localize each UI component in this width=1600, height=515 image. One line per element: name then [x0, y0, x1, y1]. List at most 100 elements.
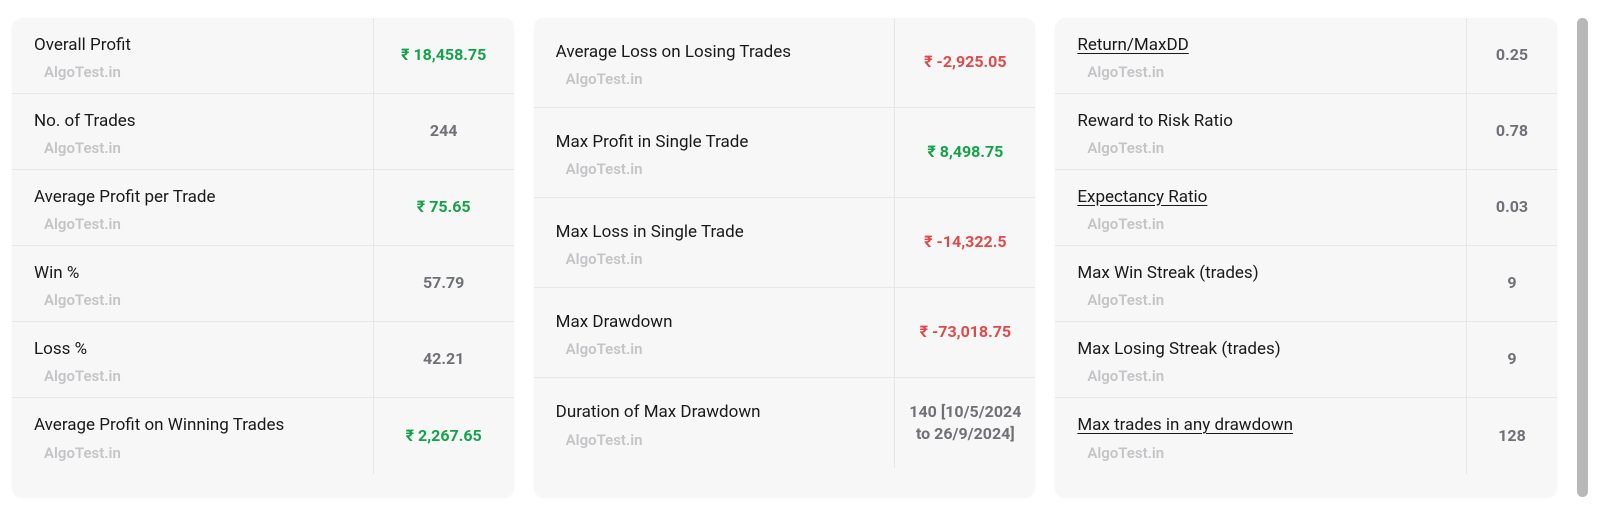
label-cell: Max Losing Streak (trades) AlgoTest.in: [1055, 322, 1467, 397]
metric-label[interactable]: Max trades in any drawdown: [1077, 414, 1444, 438]
metric-value: 0.25: [1496, 44, 1528, 66]
watermark-text: AlgoTest.in: [34, 367, 351, 385]
stat-row: Max Drawdown AlgoTest.in ₹ -73,018.75: [534, 288, 1036, 378]
metric-label: Win %: [34, 262, 351, 286]
metric-label[interactable]: Expectancy Ratio: [1077, 186, 1444, 210]
stat-row: Return/MaxDD AlgoTest.in 0.25: [1055, 18, 1557, 94]
metric-label: Max Profit in Single Trade: [556, 131, 873, 155]
metric-value: 9: [1507, 348, 1516, 370]
value-cell: 9: [1467, 246, 1557, 321]
label-cell: Max Loss in Single TradeAlgoTest.in: [534, 198, 896, 287]
value-cell: ₹ 18,458.75: [374, 18, 514, 93]
metric-label: Average Profit on Winning Trades: [34, 414, 351, 438]
metric-label: Average Loss on Losing Trades: [556, 41, 873, 65]
watermark-text: AlgoTest.in: [1077, 215, 1444, 233]
metric-label: Max Losing Streak (trades): [1077, 338, 1444, 362]
label-cell: Duration of Max Drawdown AlgoTest.in: [534, 378, 896, 468]
value-cell: ₹ -73,018.75: [895, 288, 1035, 377]
stat-row: Loss % AlgoTest.in 42.21: [12, 322, 514, 398]
metric-value: 140 [10/5/2024 to 26/9/2024]: [905, 401, 1025, 446]
metric-label: Average Profit per Trade: [34, 186, 351, 210]
label-cell: Expectancy Ratio AlgoTest.in: [1055, 170, 1467, 245]
label-cell: Overall Profit AlgoTest.in: [12, 18, 374, 93]
value-cell: 0.78: [1467, 94, 1557, 169]
metric-value: 0.78: [1496, 120, 1528, 142]
metric-label: Max Drawdown: [556, 311, 873, 335]
watermark-text: AlgoTest.in: [34, 63, 351, 81]
value-cell: 140 [10/5/2024 to 26/9/2024]: [895, 378, 1035, 468]
value-cell: 0.25: [1467, 18, 1557, 93]
watermark-text: AlgoTest.in: [1077, 444, 1444, 462]
scrollbar[interactable]: [1577, 18, 1588, 497]
value-cell: 9: [1467, 322, 1557, 397]
metric-label: Loss %: [34, 338, 351, 362]
label-cell: Average Profit per TradeAlgoTest.in: [12, 170, 374, 245]
stat-row: Average Loss on Losing Trades AlgoTest.in…: [534, 18, 1036, 108]
watermark-text: AlgoTest.in: [556, 160, 873, 178]
metric-label: No. of Trades: [34, 110, 351, 134]
label-cell: Max Profit in Single Trade AlgoTest.in: [534, 108, 896, 197]
watermark-text: AlgoTest.in: [1077, 63, 1444, 81]
stat-row: Max Losing Streak (trades) AlgoTest.in 9: [1055, 322, 1557, 398]
metric-value: ₹ -2,925.05: [924, 51, 1006, 73]
metric-label: Overall Profit: [34, 34, 351, 58]
watermark-text: AlgoTest.in: [34, 444, 351, 462]
watermark-text: AlgoTest.in: [556, 250, 873, 268]
value-cell: 57.79: [374, 246, 514, 321]
metric-value: ₹ 75.65: [417, 196, 471, 218]
metric-value: 244: [430, 120, 458, 142]
value-cell: ₹ 75.65: [374, 170, 514, 245]
label-cell: No. of Trades AlgoTest.in: [12, 94, 374, 169]
label-cell: Reward to Risk RatioAlgoTest.in: [1055, 94, 1467, 169]
stat-row: Average Profit per TradeAlgoTest.in ₹ 75.…: [12, 170, 514, 246]
metric-value: ₹ 8,498.75: [927, 141, 1003, 163]
stat-row: Max trades in any drawdown AlgoTest.in 128: [1055, 398, 1557, 474]
stat-row: Expectancy Ratio AlgoTest.in 0.03: [1055, 170, 1557, 246]
label-cell: Max Drawdown AlgoTest.in: [534, 288, 896, 377]
value-cell: 0.03: [1467, 170, 1557, 245]
stats-card-3: Return/MaxDD AlgoTest.in 0.25 Reward to Ris…: [1055, 18, 1557, 497]
stat-row: Max Profit in Single Trade AlgoTest.in ₹ 8…: [534, 108, 1036, 198]
label-cell: Average Loss on Losing Trades AlgoTest.in: [534, 18, 896, 107]
label-cell: Average Profit on Winning Trades AlgoTest…: [12, 398, 374, 474]
watermark-text: AlgoTest.in: [1077, 139, 1444, 157]
watermark-text: AlgoTest.in: [1077, 367, 1444, 385]
stat-row: Average Profit on Winning Trades AlgoTest…: [12, 398, 514, 474]
metric-value: ₹ -14,322.5: [924, 231, 1006, 253]
stat-row: Max Loss in Single TradeAlgoTest.in ₹ -14…: [534, 198, 1036, 288]
watermark-text: AlgoTest.in: [34, 291, 351, 309]
stat-row: Win % AlgoTest.in 57.79: [12, 246, 514, 322]
label-cell: Max trades in any drawdown AlgoTest.in: [1055, 398, 1467, 474]
metric-label[interactable]: Return/MaxDD: [1077, 34, 1444, 58]
metric-value: ₹ -73,018.75: [920, 321, 1012, 343]
scrollbar-thumb[interactable]: [1577, 18, 1588, 497]
label-cell: Max Win Streak (trades) AlgoTest.in: [1055, 246, 1467, 321]
metric-value: 0.03: [1496, 196, 1528, 218]
metric-value: ₹ 2,267.65: [406, 425, 482, 447]
metric-label: Max Win Streak (trades): [1077, 262, 1444, 286]
label-cell: Return/MaxDD AlgoTest.in: [1055, 18, 1467, 93]
stat-row: Max Win Streak (trades) AlgoTest.in 9: [1055, 246, 1557, 322]
metric-value: 57.79: [423, 272, 464, 294]
stats-card-2: Average Loss on Losing Trades AlgoTest.in…: [534, 18, 1036, 497]
value-cell: 244: [374, 94, 514, 169]
value-cell: ₹ -14,322.5: [895, 198, 1035, 287]
metric-value: 42.21: [423, 348, 464, 370]
stat-row: Reward to Risk RatioAlgoTest.in 0.78: [1055, 94, 1557, 170]
metric-value: ₹ 18,458.75: [401, 44, 486, 66]
value-cell: 42.21: [374, 322, 514, 397]
label-cell: Win % AlgoTest.in: [12, 246, 374, 321]
stat-row: Overall Profit AlgoTest.in ₹ 18,458.75: [12, 18, 514, 94]
label-cell: Loss % AlgoTest.in: [12, 322, 374, 397]
value-cell: ₹ 8,498.75: [895, 108, 1035, 197]
watermark-text: AlgoTest.in: [556, 340, 873, 358]
watermark-text: AlgoTest.in: [556, 70, 873, 88]
value-cell: ₹ -2,925.05: [895, 18, 1035, 107]
value-cell: 128: [1467, 398, 1557, 474]
metric-label: Duration of Max Drawdown: [556, 401, 873, 425]
watermark-text: AlgoTest.in: [34, 139, 351, 157]
metric-value: 128: [1498, 425, 1526, 447]
watermark-text: AlgoTest.in: [556, 431, 873, 449]
watermark-text: AlgoTest.in: [1077, 291, 1444, 309]
value-cell: ₹ 2,267.65: [374, 398, 514, 474]
